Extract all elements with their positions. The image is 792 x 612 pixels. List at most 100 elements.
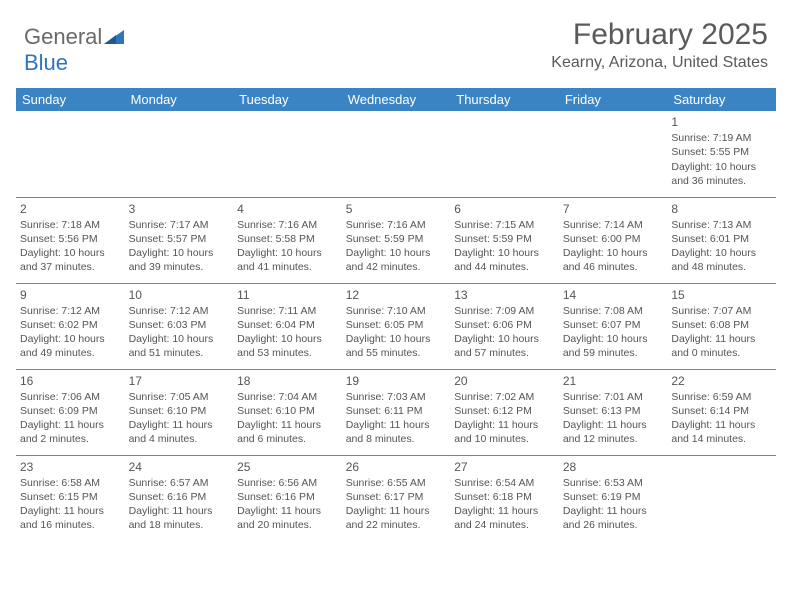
sunrise-line: Sunrise: 7:18 AM (20, 218, 121, 232)
day-number: 9 (20, 287, 121, 303)
daylight-line: Daylight: 11 hours and 16 minutes. (20, 504, 121, 532)
calendar-day-cell: 18Sunrise: 7:04 AMSunset: 6:10 PMDayligh… (233, 369, 342, 455)
sunrise-line: Sunrise: 7:11 AM (237, 304, 338, 318)
calendar-empty-cell (667, 455, 776, 541)
calendar-week-row: 23Sunrise: 6:58 AMSunset: 6:15 PMDayligh… (16, 455, 776, 541)
day-number: 12 (346, 287, 447, 303)
sunset-line: Sunset: 5:59 PM (454, 232, 555, 246)
day-number: 8 (671, 201, 772, 217)
calendar-day-cell: 13Sunrise: 7:09 AMSunset: 6:06 PMDayligh… (450, 283, 559, 369)
sunset-line: Sunset: 6:03 PM (129, 318, 230, 332)
sunset-line: Sunset: 5:59 PM (346, 232, 447, 246)
calendar-empty-cell (16, 111, 125, 197)
sunset-line: Sunset: 6:05 PM (346, 318, 447, 332)
logo-text-2: Blue (24, 50, 68, 75)
daylight-line: Daylight: 10 hours and 49 minutes. (20, 332, 121, 360)
calendar-header-row: SundayMondayTuesdayWednesdayThursdayFrid… (16, 88, 776, 111)
daylight-line: Daylight: 11 hours and 6 minutes. (237, 418, 338, 446)
sunset-line: Sunset: 6:19 PM (563, 490, 664, 504)
sunset-line: Sunset: 5:55 PM (671, 145, 772, 159)
day-number: 27 (454, 459, 555, 475)
calendar-empty-cell (125, 111, 234, 197)
calendar-table: SundayMondayTuesdayWednesdayThursdayFrid… (16, 88, 776, 541)
calendar-day-cell: 19Sunrise: 7:03 AMSunset: 6:11 PMDayligh… (342, 369, 451, 455)
calendar-day-cell: 16Sunrise: 7:06 AMSunset: 6:09 PMDayligh… (16, 369, 125, 455)
sunrise-line: Sunrise: 7:12 AM (20, 304, 121, 318)
day-number: 24 (129, 459, 230, 475)
sunrise-line: Sunrise: 7:12 AM (129, 304, 230, 318)
daylight-line: Daylight: 11 hours and 14 minutes. (671, 418, 772, 446)
day-number: 26 (346, 459, 447, 475)
sunrise-line: Sunrise: 7:10 AM (346, 304, 447, 318)
daylight-line: Daylight: 10 hours and 59 minutes. (563, 332, 664, 360)
calendar-day-cell: 28Sunrise: 6:53 AMSunset: 6:19 PMDayligh… (559, 455, 668, 541)
day-number: 15 (671, 287, 772, 303)
sunset-line: Sunset: 6:15 PM (20, 490, 121, 504)
calendar-day-cell: 2Sunrise: 7:18 AMSunset: 5:56 PMDaylight… (16, 197, 125, 283)
calendar-day-cell: 14Sunrise: 7:08 AMSunset: 6:07 PMDayligh… (559, 283, 668, 369)
daylight-line: Daylight: 11 hours and 4 minutes. (129, 418, 230, 446)
daylight-line: Daylight: 11 hours and 8 minutes. (346, 418, 447, 446)
sunrise-line: Sunrise: 7:02 AM (454, 390, 555, 404)
sunrise-line: Sunrise: 7:06 AM (20, 390, 121, 404)
calendar-day-cell: 9Sunrise: 7:12 AMSunset: 6:02 PMDaylight… (16, 283, 125, 369)
calendar-day-cell: 8Sunrise: 7:13 AMSunset: 6:01 PMDaylight… (667, 197, 776, 283)
daylight-line: Daylight: 10 hours and 55 minutes. (346, 332, 447, 360)
location: Kearny, Arizona, United States (551, 54, 768, 72)
weekday-header: Tuesday (233, 88, 342, 111)
sunset-line: Sunset: 6:17 PM (346, 490, 447, 504)
daylight-line: Daylight: 10 hours and 41 minutes. (237, 246, 338, 274)
daylight-line: Daylight: 10 hours and 46 minutes. (563, 246, 664, 274)
calendar-week-row: 9Sunrise: 7:12 AMSunset: 6:02 PMDaylight… (16, 283, 776, 369)
logo: General Blue (24, 18, 124, 76)
sunset-line: Sunset: 6:10 PM (129, 404, 230, 418)
calendar-day-cell: 12Sunrise: 7:10 AMSunset: 6:05 PMDayligh… (342, 283, 451, 369)
calendar-day-cell: 11Sunrise: 7:11 AMSunset: 6:04 PMDayligh… (233, 283, 342, 369)
sunset-line: Sunset: 5:57 PM (129, 232, 230, 246)
sunset-line: Sunset: 6:16 PM (237, 490, 338, 504)
day-number: 6 (454, 201, 555, 217)
daylight-line: Daylight: 10 hours and 36 minutes. (671, 160, 772, 188)
daylight-line: Daylight: 10 hours and 37 minutes. (20, 246, 121, 274)
day-number: 19 (346, 373, 447, 389)
sunrise-line: Sunrise: 6:58 AM (20, 476, 121, 490)
sunset-line: Sunset: 6:07 PM (563, 318, 664, 332)
sunrise-line: Sunrise: 6:55 AM (346, 476, 447, 490)
day-number: 16 (20, 373, 121, 389)
calendar-day-cell: 27Sunrise: 6:54 AMSunset: 6:18 PMDayligh… (450, 455, 559, 541)
daylight-line: Daylight: 10 hours and 42 minutes. (346, 246, 447, 274)
daylight-line: Daylight: 10 hours and 48 minutes. (671, 246, 772, 274)
calendar-day-cell: 7Sunrise: 7:14 AMSunset: 6:00 PMDaylight… (559, 197, 668, 283)
sunrise-line: Sunrise: 7:13 AM (671, 218, 772, 232)
day-number: 20 (454, 373, 555, 389)
day-number: 4 (237, 201, 338, 217)
sunset-line: Sunset: 6:16 PM (129, 490, 230, 504)
daylight-line: Daylight: 11 hours and 10 minutes. (454, 418, 555, 446)
day-number: 25 (237, 459, 338, 475)
daylight-line: Daylight: 10 hours and 57 minutes. (454, 332, 555, 360)
weekday-header: Sunday (16, 88, 125, 111)
calendar-day-cell: 10Sunrise: 7:12 AMSunset: 6:03 PMDayligh… (125, 283, 234, 369)
calendar-day-cell: 3Sunrise: 7:17 AMSunset: 5:57 PMDaylight… (125, 197, 234, 283)
sunset-line: Sunset: 6:13 PM (563, 404, 664, 418)
weekday-header: Thursday (450, 88, 559, 111)
day-number: 17 (129, 373, 230, 389)
sunrise-line: Sunrise: 7:16 AM (346, 218, 447, 232)
day-number: 11 (237, 287, 338, 303)
weekday-header: Wednesday (342, 88, 451, 111)
month-title: February 2025 (551, 18, 768, 52)
daylight-line: Daylight: 10 hours and 53 minutes. (237, 332, 338, 360)
day-number: 21 (563, 373, 664, 389)
sunrise-line: Sunrise: 7:07 AM (671, 304, 772, 318)
sunrise-line: Sunrise: 7:03 AM (346, 390, 447, 404)
calendar-day-cell: 1Sunrise: 7:19 AMSunset: 5:55 PMDaylight… (667, 111, 776, 197)
calendar-day-cell: 22Sunrise: 6:59 AMSunset: 6:14 PMDayligh… (667, 369, 776, 455)
sunrise-line: Sunrise: 7:19 AM (671, 131, 772, 145)
calendar-day-cell: 21Sunrise: 7:01 AMSunset: 6:13 PMDayligh… (559, 369, 668, 455)
sunset-line: Sunset: 6:09 PM (20, 404, 121, 418)
day-number: 7 (563, 201, 664, 217)
weekday-header: Monday (125, 88, 234, 111)
calendar-day-cell: 5Sunrise: 7:16 AMSunset: 5:59 PMDaylight… (342, 197, 451, 283)
sunrise-line: Sunrise: 6:54 AM (454, 476, 555, 490)
sunrise-line: Sunrise: 7:15 AM (454, 218, 555, 232)
